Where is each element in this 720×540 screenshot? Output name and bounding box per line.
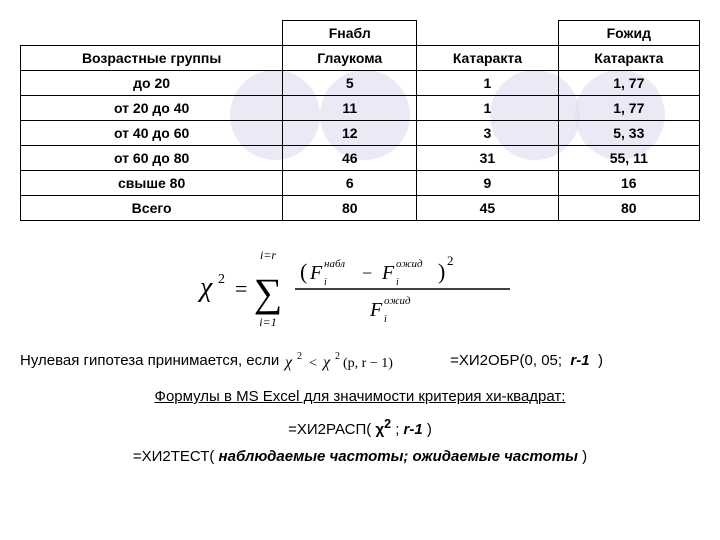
svg-text:−: −	[362, 263, 372, 283]
table-row: от 20 до 40 11 1 1, 77	[21, 96, 700, 121]
f2-close: )	[578, 448, 587, 465]
excel-heading: Формулы в MS Excel для значимости критер…	[20, 388, 700, 405]
cell: от 20 до 40	[21, 96, 283, 121]
svg-text:<: <	[309, 356, 317, 371]
svg-text:i: i	[384, 314, 387, 325]
cell: 1, 77	[558, 71, 699, 96]
excel-chi2inv: =ХИ2ОБР(0, 05; r-1 )	[450, 352, 603, 369]
svg-text:2: 2	[218, 272, 225, 287]
cell: 11	[283, 96, 417, 121]
cell: 5, 33	[558, 121, 699, 146]
fn-name: =ХИ2ОБР(0, 05;	[450, 352, 562, 369]
cell: 1	[417, 96, 558, 121]
svg-text:(: (	[300, 259, 307, 284]
svg-text:набл: набл	[324, 258, 345, 270]
svg-text:F: F	[369, 299, 383, 321]
table-row: до 20 5 1 1, 77	[21, 71, 700, 96]
header-age: Возрастные группы	[21, 46, 283, 71]
header-cataract1: Катаракта	[417, 46, 558, 71]
cell: до 20	[21, 71, 283, 96]
cell: 12	[283, 121, 417, 146]
svg-text:ожид: ожид	[384, 295, 411, 307]
cell: 1	[417, 71, 558, 96]
excel-formula-chi2dist: =ХИ2РАСП( χ2 ; r-1 )	[20, 417, 700, 438]
header-fnabl: Fнабл	[283, 21, 417, 46]
cell: 45	[417, 196, 558, 221]
header-empty2	[417, 21, 558, 46]
f1-close: )	[423, 421, 432, 438]
hypothesis-text: Нулевая гипотеза принимается, если	[20, 352, 279, 369]
cell: Всего	[21, 196, 283, 221]
cell: 9	[417, 171, 558, 196]
header-fozid: Fожид	[558, 21, 699, 46]
svg-text:χ: χ	[283, 354, 293, 371]
svg-text:∑: ∑	[254, 270, 283, 315]
fn-arg: r-1	[570, 352, 589, 369]
f2-arg1: наблюдаемые частоты; ожидаемые частоты	[219, 448, 578, 465]
hypothesis-text-line: Нулевая гипотеза принимается, если χ 2 <…	[20, 349, 700, 373]
svg-text:ожид: ожид	[396, 258, 423, 270]
svg-text:2: 2	[297, 351, 302, 362]
cell: свыше 80	[21, 171, 283, 196]
chi-square-formula: χ 2 = i=r ∑ i=1 ( F i набл − F i ожид ) …	[20, 241, 700, 334]
cell: 31	[417, 146, 558, 171]
svg-text:χ: χ	[197, 272, 213, 303]
svg-text:F: F	[309, 262, 323, 284]
cell: от 60 до 80	[21, 146, 283, 171]
svg-text:i=r: i=r	[260, 248, 276, 262]
excel-formula-chi2test: =ХИ2ТЕСТ( наблюдаемые частоты; ожидаемые…	[20, 448, 700, 465]
svg-text:F: F	[381, 262, 395, 284]
svg-text:(p, r − 1): (p, r − 1)	[343, 356, 393, 371]
hypothesis-inequality: χ 2 < χ 2 (p, r − 1)	[283, 352, 437, 369]
cell: 1, 77	[558, 96, 699, 121]
cell: 80	[283, 196, 417, 221]
header-empty	[21, 21, 283, 46]
svg-text:χ: χ	[321, 354, 331, 371]
cell: 55, 11	[558, 146, 699, 171]
svg-text:i: i	[396, 277, 399, 288]
f1-chi: χ2	[375, 421, 391, 438]
cell: 3	[417, 121, 558, 146]
f1-arg2: r-1	[404, 421, 423, 438]
header-cataract2: Катаракта	[558, 46, 699, 71]
f2-prefix: =ХИ2ТЕСТ(	[133, 448, 219, 465]
fn-close: )	[598, 352, 603, 369]
f1-sep: ;	[391, 421, 404, 438]
svg-text:=: =	[235, 276, 247, 301]
svg-text:i: i	[324, 277, 327, 288]
table-row: от 40 до 60 12 3 5, 33	[21, 121, 700, 146]
frequency-table: Fнабл Fожид Возрастные группы Глаукома К…	[20, 20, 700, 221]
cell: от 40 до 60	[21, 121, 283, 146]
table-row: свыше 80 6 9 16	[21, 171, 700, 196]
svg-text:2: 2	[447, 253, 454, 268]
svg-text:i=1: i=1	[259, 315, 276, 329]
f1-prefix: =ХИ2РАСП(	[288, 421, 375, 438]
svg-text:2: 2	[335, 351, 340, 362]
svg-text:): )	[438, 259, 445, 284]
cell: 16	[558, 171, 699, 196]
header-glaucoma: Глаукома	[283, 46, 417, 71]
cell: 6	[283, 171, 417, 196]
cell: 5	[283, 71, 417, 96]
cell: 46	[283, 146, 417, 171]
table-row: от 60 до 80 46 31 55, 11	[21, 146, 700, 171]
cell: 80	[558, 196, 699, 221]
table-row: Всего 80 45 80	[21, 196, 700, 221]
